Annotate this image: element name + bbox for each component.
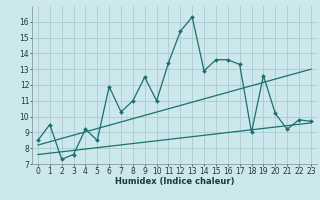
X-axis label: Humidex (Indice chaleur): Humidex (Indice chaleur)	[115, 177, 234, 186]
